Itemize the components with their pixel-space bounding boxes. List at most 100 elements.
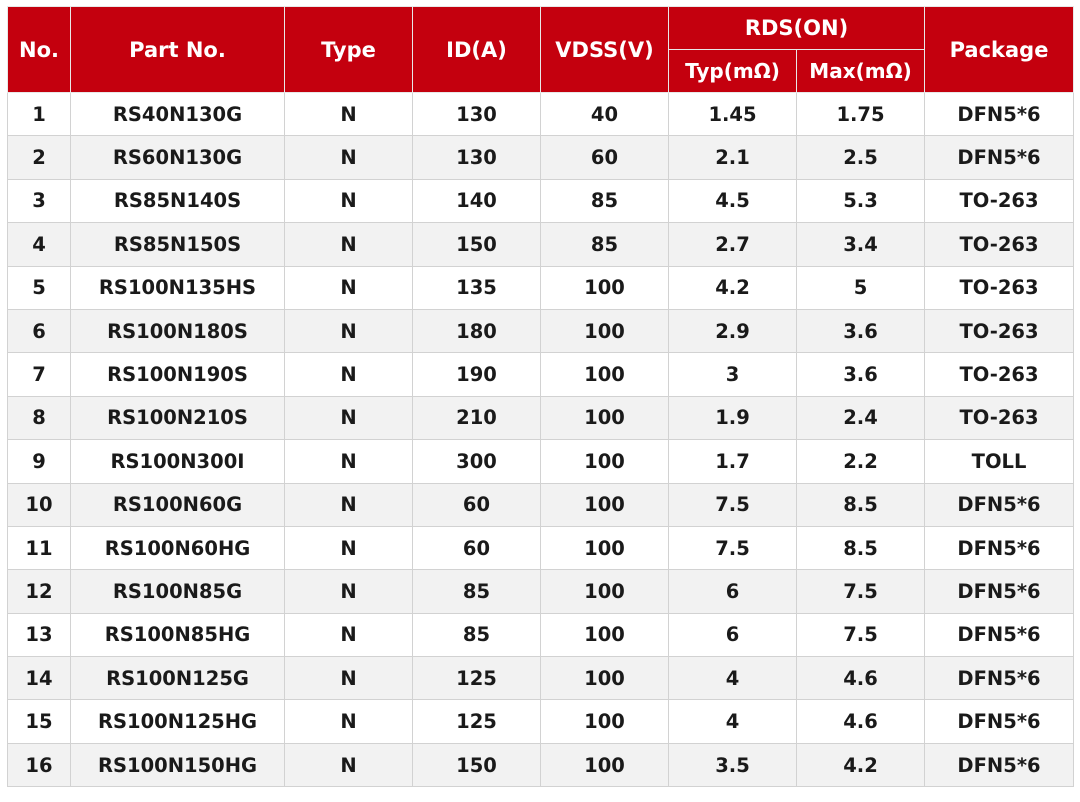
cell-package: DFN5*6 [924,742,1075,788]
cell-rds-max: 3.6 [795,352,926,397]
cell-package: DFN5*6 [924,525,1075,571]
cell-rds-typ: 2.1 [668,135,797,180]
cell-package: DFN5*6 [924,91,1075,137]
cell-id: 180 [412,308,541,354]
cell-package: TOLL [924,439,1075,484]
cell-vdss: 100 [540,569,669,614]
cell-id: 130 [412,135,541,180]
cell-part-no: RS100N125G [70,656,285,701]
cell-rds-max: 7.5 [795,612,926,658]
cell-id: 60 [412,482,541,527]
header-max: Max(mΩ) [795,49,926,93]
cell-part-no: RS100N190S [70,352,285,397]
cell-rds-typ: 6 [668,612,797,658]
cell-type: N [284,656,413,701]
cell-part-no: RS40N130G [70,91,285,137]
cell-rds-typ: 1.7 [668,439,797,484]
cell-rds-typ: 7.5 [668,525,797,571]
cell-rds-typ: 6 [668,569,797,614]
header-typ: Typ(mΩ) [668,49,797,93]
cell-type: N [284,91,413,137]
cell-vdss: 100 [540,525,669,571]
cell-package: TO-263 [924,395,1075,441]
table-row: 11 RS100N60HG N 60 100 7.5 8.5 DFN5*6 [7,525,1075,571]
cell-package: TO-263 [924,352,1075,397]
cell-vdss: 100 [540,482,669,527]
cell-part-no: RS100N85G [70,569,285,614]
cell-vdss: 100 [540,395,669,441]
cell-rds-max: 3.6 [795,308,926,354]
cell-part-no: RS100N60G [70,482,285,527]
cell-vdss: 85 [540,178,669,224]
cell-part-no: RS60N130G [70,135,285,180]
table-row: 7 RS100N190S N 190 100 3 3.6 TO-263 [7,352,1075,397]
cell-package: DFN5*6 [924,699,1075,744]
header-id: ID(A) [412,6,541,93]
cell-part-no: RS100N125HG [70,699,285,744]
cell-part-no: RS85N140S [70,178,285,224]
cell-rds-max: 8.5 [795,525,926,571]
cell-rds-typ: 4.2 [668,265,797,310]
cell-rds-max: 2.5 [795,135,926,180]
cell-id: 140 [412,178,541,224]
table-row: 9 RS100N300I N 300 100 1.7 2.2 TOLL [7,439,1075,484]
cell-vdss: 100 [540,308,669,354]
cell-rds-typ: 4.5 [668,178,797,224]
cell-type: N [284,265,413,310]
cell-package: TO-263 [924,222,1075,267]
cell-no: 10 [7,482,71,527]
header-part-no: Part No. [70,6,285,93]
cell-type: N [284,178,413,224]
cell-vdss: 60 [540,135,669,180]
cell-no: 11 [7,525,71,571]
cell-package: DFN5*6 [924,656,1075,701]
table-row: 12 RS100N85G N 85 100 6 7.5 DFN5*6 [7,569,1075,614]
cell-part-no: RS100N135HS [70,265,285,310]
cell-no: 4 [7,222,71,267]
cell-package: DFN5*6 [924,482,1075,527]
cell-no: 16 [7,742,71,788]
cell-id: 125 [412,656,541,701]
cell-part-no: RS100N150HG [70,742,285,788]
cell-rds-typ: 2.7 [668,222,797,267]
cell-vdss: 100 [540,699,669,744]
cell-part-no: RS85N150S [70,222,285,267]
cell-type: N [284,525,413,571]
cell-id: 190 [412,352,541,397]
cell-vdss: 100 [540,439,669,484]
cell-package: TO-263 [924,178,1075,224]
cell-type: N [284,135,413,180]
cell-no: 1 [7,91,71,137]
cell-id: 85 [412,569,541,614]
table-row: 8 RS100N210S N 210 100 1.9 2.4 TO-263 [7,395,1075,441]
cell-rds-typ: 1.9 [668,395,797,441]
cell-no: 15 [7,699,71,744]
cell-rds-max: 7.5 [795,569,926,614]
cell-id: 210 [412,395,541,441]
cell-rds-max: 5.3 [795,178,926,224]
cell-id: 60 [412,525,541,571]
cell-part-no: RS100N180S [70,308,285,354]
cell-vdss: 100 [540,656,669,701]
cell-rds-typ: 1.45 [668,91,797,137]
cell-type: N [284,742,413,788]
cell-vdss: 100 [540,265,669,310]
cell-rds-typ: 3.5 [668,742,797,788]
cell-rds-max: 8.5 [795,482,926,527]
cell-rds-typ: 7.5 [668,482,797,527]
table-row: 10 RS100N60G N 60 100 7.5 8.5 DFN5*6 [7,482,1075,527]
cell-no: 12 [7,569,71,614]
cell-rds-max: 5 [795,265,926,310]
cell-type: N [284,569,413,614]
cell-package: DFN5*6 [924,135,1075,180]
cell-package: TO-263 [924,265,1075,310]
cell-rds-typ: 4 [668,699,797,744]
cell-vdss: 100 [540,742,669,788]
cell-vdss: 100 [540,612,669,658]
cell-no: 13 [7,612,71,658]
cell-id: 300 [412,439,541,484]
table-row: 4 RS85N150S N 150 85 2.7 3.4 TO-263 [7,222,1075,267]
header-vdss: VDSS(V) [540,6,669,93]
cell-rds-max: 2.2 [795,439,926,484]
cell-type: N [284,699,413,744]
